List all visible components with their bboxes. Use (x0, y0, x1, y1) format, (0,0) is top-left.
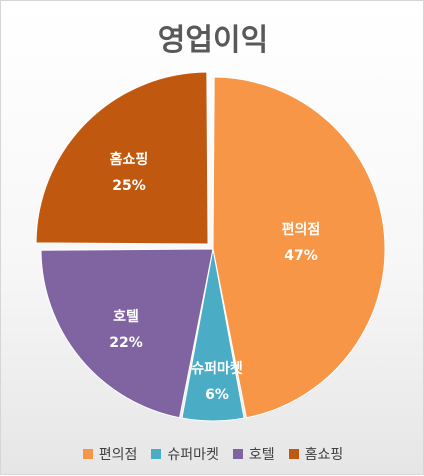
slice-label-4: 홈쇼핑 (110, 151, 149, 168)
legend-item-4: 홈쇼핑 (288, 444, 344, 464)
legend: 편의점 슈퍼마켓 호텔 홈쇼핑 (1, 444, 424, 464)
pie-slice-3 (40, 248, 214, 419)
slice-value-label-3: 22% (109, 335, 143, 351)
slice-value-label-2: 6% (205, 387, 229, 403)
pie-slice-1 (212, 76, 386, 419)
legend-item-3: 호텔 (232, 444, 275, 464)
slice-label-2: 슈퍼마켓 (191, 360, 243, 377)
pie-slice-4 (35, 71, 209, 245)
legend-label-1: 편의점 (98, 447, 138, 463)
legend-swatch-4 (288, 449, 299, 459)
legend-swatch-2 (151, 449, 162, 459)
slice-label-3: 호텔 (113, 309, 139, 325)
legend-item-1: 편의점 (82, 444, 138, 464)
legend-swatch-1 (82, 449, 93, 459)
legend-label-4: 홈쇼핑 (304, 447, 344, 463)
slice-label-1: 편의점 (282, 221, 321, 238)
pie-slice-2 (181, 248, 245, 422)
legend-item-2: 슈퍼마켓 (151, 444, 219, 464)
legend-label-2: 슈퍼마켓 (167, 447, 219, 463)
legend-label-3: 호텔 (248, 447, 275, 463)
legend-swatch-3 (232, 449, 243, 459)
chart-title: 영업이익 (157, 23, 269, 58)
slice-value-label-4: 25% (112, 178, 146, 194)
slice-value-label-1: 47% (284, 248, 318, 264)
